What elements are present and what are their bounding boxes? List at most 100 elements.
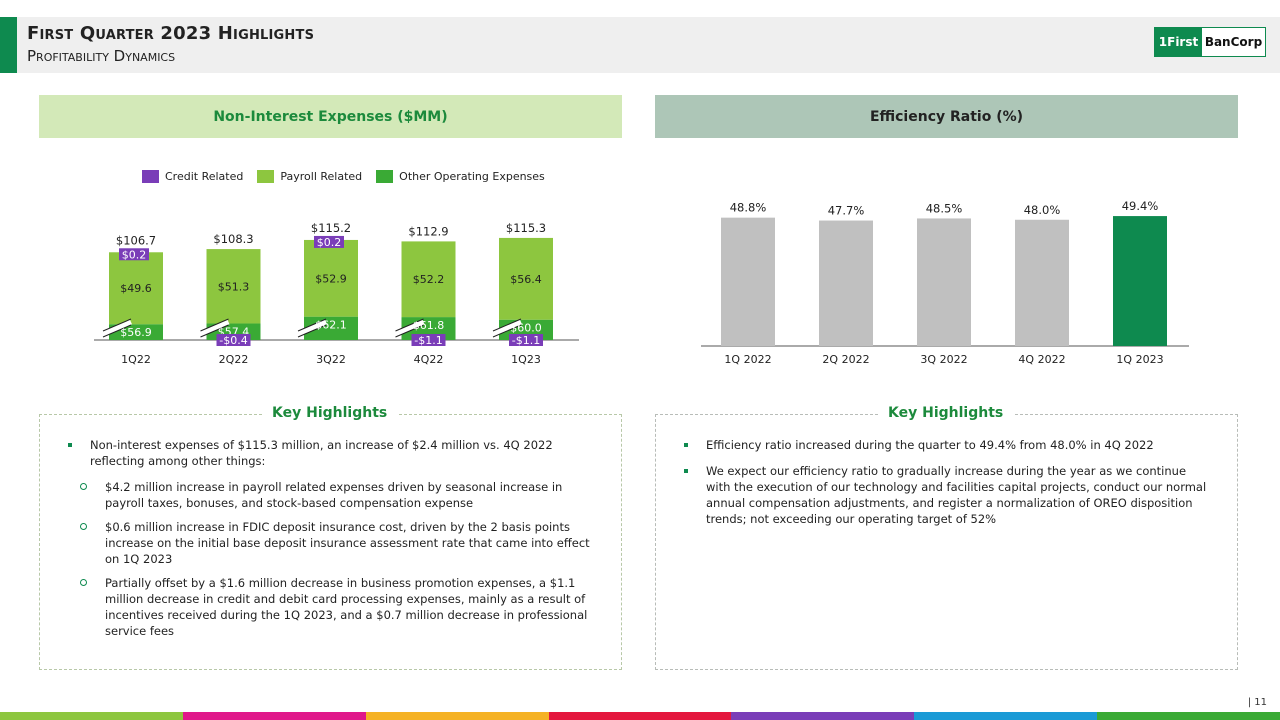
x-tick-label: 1Q 2023 <box>1116 353 1163 366</box>
x-tick-label: 1Q23 <box>511 353 541 366</box>
axis-break-line <box>297 324 327 338</box>
key-highlights-left-title: Key Highlights <box>262 405 398 421</box>
data-label-total: $115.3 <box>506 221 546 235</box>
company-logo: 1First BanCorp <box>1154 27 1266 57</box>
data-label-efficiency: 48.0% <box>1024 203 1061 217</box>
bar-payroll <box>109 252 163 325</box>
data-label-credit: -$1.1 <box>414 334 442 347</box>
bar-payroll <box>499 237 553 320</box>
x-tick-label: 2Q22 <box>219 353 249 366</box>
x-tick-label: 4Q22 <box>414 353 444 366</box>
axis-break-line <box>492 318 522 332</box>
bar-payroll <box>206 249 261 324</box>
data-label-payroll: $51.3 <box>218 280 250 293</box>
axis-break-line <box>297 318 327 332</box>
expenses-panel-title: Non-Interest Expenses ($MM) <box>39 95 622 138</box>
footer-color-strip <box>0 712 1280 720</box>
footer-strip-segment <box>1097 712 1280 720</box>
sub-bullet-item: Partially offset by a $1.6 million decre… <box>68 575 598 639</box>
axis-break-line <box>395 318 424 332</box>
key-highlights-right: Key Highlights Efficiency ratio increase… <box>655 405 1238 670</box>
sub-bullet-item: $0.6 million increase in FDIC deposit in… <box>68 519 598 567</box>
x-tick-label: 1Q 2022 <box>724 353 771 366</box>
data-label-efficiency: 48.5% <box>926 201 963 215</box>
axis-break-gap <box>492 319 522 337</box>
axis-break-gap <box>199 319 230 337</box>
page-title: First Quarter 2023 Highlights <box>27 23 315 44</box>
legend-item-other: Other Operating Expenses <box>376 170 545 183</box>
key-highlights-right-title: Key Highlights <box>878 405 1014 421</box>
footer-strip-segment <box>731 712 915 720</box>
logo-text: BanCorp <box>1204 35 1263 49</box>
key-highlights-right-list: Efficiency ratio increased during the qu… <box>684 437 1214 537</box>
legend-item-credit: Credit Related <box>142 170 243 183</box>
data-label-other: $61.8 <box>413 319 445 332</box>
bar-credit <box>509 334 543 346</box>
legend-swatch-other <box>376 170 394 183</box>
bullet-item: Efficiency ratio increased during the qu… <box>684 437 1214 453</box>
key-highlights-left-list: Non-interest expenses of $115.3 million,… <box>68 437 598 647</box>
bar-efficiency <box>1015 219 1069 346</box>
data-label-credit: -$0.4 <box>219 334 247 347</box>
chart-legend: Credit Related Payroll Related Other Ope… <box>142 170 545 183</box>
axis-break-line <box>200 324 229 338</box>
key-highlights-left: Key Highlights Non-interest expenses of … <box>39 405 622 670</box>
data-label-payroll: $56.4 <box>510 273 542 286</box>
axis-break-line <box>102 324 132 338</box>
data-label-other: $60.0 <box>510 322 542 335</box>
data-label-payroll: $52.9 <box>315 272 347 285</box>
bullet-item: We expect our efficiency ratio to gradua… <box>684 463 1214 527</box>
bar-efficiency <box>1113 216 1167 346</box>
bar-efficiency <box>819 220 873 346</box>
efficiency-chart: 48.8% 1Q 2022 47.7% 2Q 2022 48.5% 3Q 2022 48.0… <box>701 199 1189 366</box>
data-label-payroll: $49.6 <box>120 282 152 295</box>
bar-payroll <box>401 241 456 318</box>
footer-strip-segment <box>365 712 549 720</box>
data-label-efficiency: 47.7% <box>828 204 865 218</box>
axis-break-line <box>395 324 424 338</box>
data-label-total: $108.3 <box>213 232 253 246</box>
bullet-item: Non-interest expenses of $115.3 million,… <box>68 437 598 469</box>
data-label-total: $106.7 <box>116 233 156 247</box>
header-accent <box>0 17 17 73</box>
x-tick-label: 2Q 2022 <box>822 353 869 366</box>
header-bar: First Quarter 2023 Highlights Profitabil… <box>0 17 1280 73</box>
axis-break-line <box>492 324 522 338</box>
x-tick-label: 1Q22 <box>121 353 151 366</box>
data-label-credit: $0.2 <box>317 236 342 249</box>
data-label-total: $112.9 <box>408 224 448 238</box>
legend-label-payroll: Payroll Related <box>280 170 363 183</box>
data-label-efficiency: 48.8% <box>730 201 767 215</box>
footer-strip-segment <box>914 712 1098 720</box>
data-label-total: $115.2 <box>311 221 351 235</box>
axis-break-gap <box>297 319 327 337</box>
footer-strip-segment <box>182 712 366 720</box>
bar-credit <box>411 334 446 346</box>
axis-break-line <box>200 318 229 332</box>
data-label-other: $62.1 <box>315 319 347 332</box>
legend-label-credit: Credit Related <box>165 170 244 183</box>
logo-mark: 1First <box>1155 28 1202 56</box>
efficiency-panel-title: Efficiency Ratio (%) <box>655 95 1238 138</box>
bar-efficiency <box>917 218 971 346</box>
axis-break-gap <box>394 319 425 337</box>
footer-strip-segment <box>0 712 183 720</box>
expenses-chart: $56.9$49.6$0.2$106.71Q22$57.4$51.3-$0.4$… <box>94 221 579 366</box>
axis-break-line <box>102 318 132 332</box>
legend-swatch-credit <box>142 170 159 183</box>
bar-efficiency <box>721 217 775 346</box>
x-tick-label: 4Q 2022 <box>1018 353 1065 366</box>
bar-credit <box>119 248 149 261</box>
legend-swatch-payroll <box>257 170 275 183</box>
x-tick-label: 3Q 2022 <box>920 353 967 366</box>
footer-strip-segment <box>548 712 732 720</box>
sub-bullet-item: $4.2 million increase in payroll related… <box>68 479 598 511</box>
page-subtitle: Profitability Dynamics <box>27 47 176 65</box>
data-label-credit: -$1.1 <box>512 334 540 347</box>
axis-break-gap <box>102 319 132 337</box>
data-label-efficiency: 49.4% <box>1122 199 1159 213</box>
bar-payroll <box>304 239 358 317</box>
x-tick-label: 3Q22 <box>316 353 346 366</box>
data-label-other: $56.9 <box>120 326 152 339</box>
data-label-payroll: $52.2 <box>413 273 445 286</box>
